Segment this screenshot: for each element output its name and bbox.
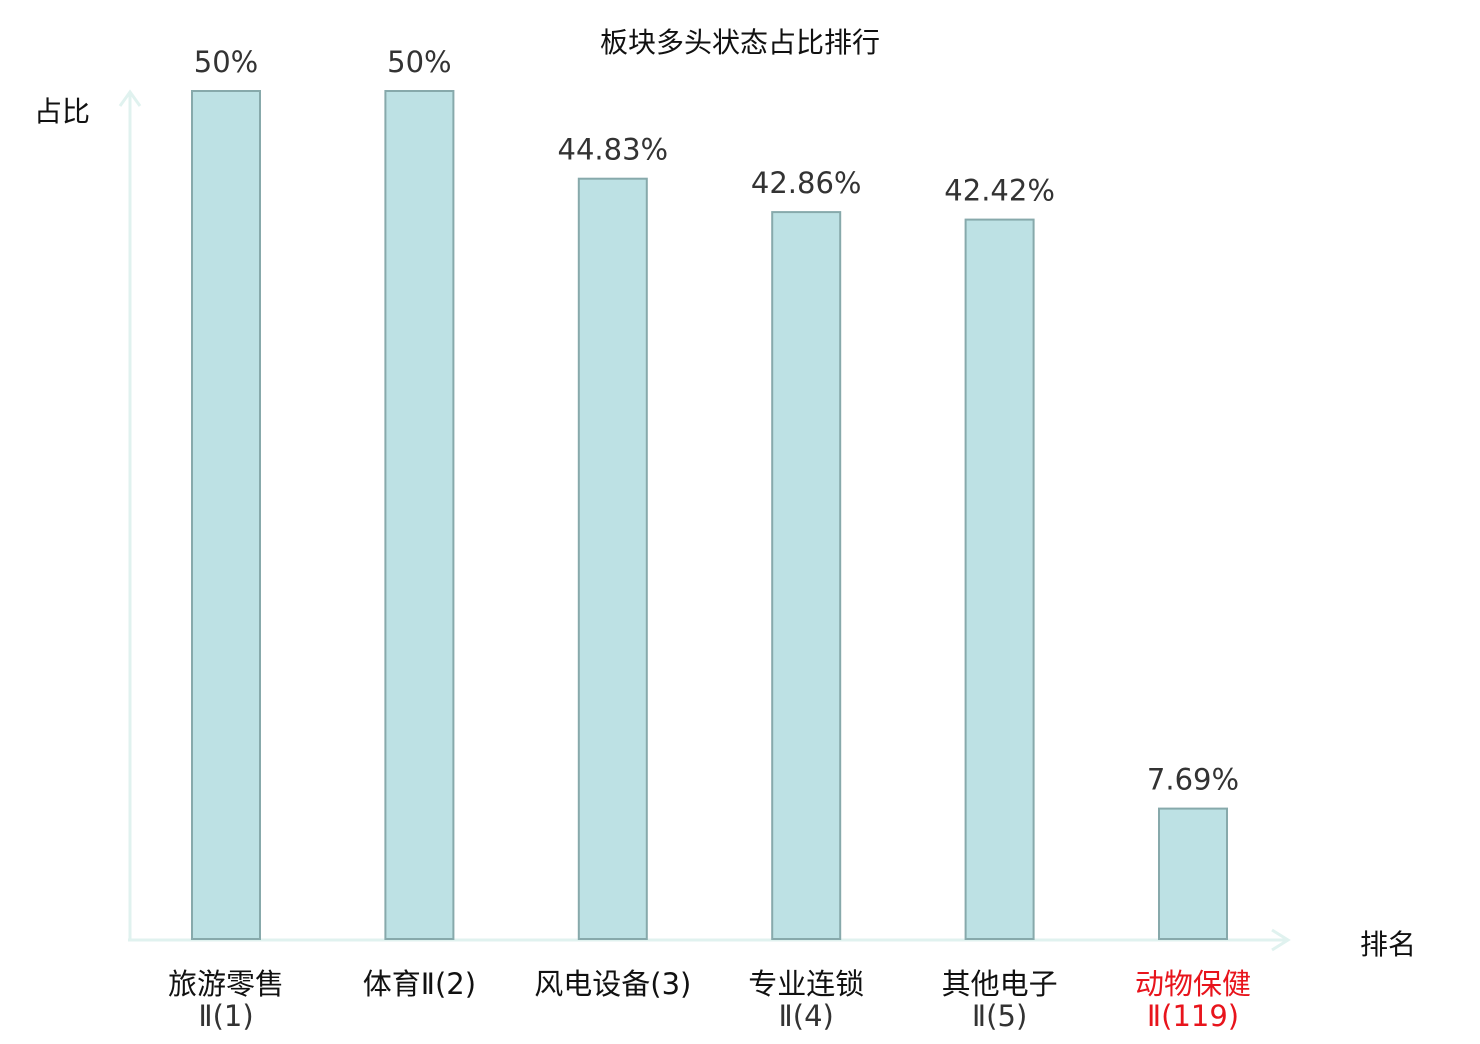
value-label-4: 42.86% [751,166,862,200]
x-axis [128,928,1291,952]
y-axis-label: 占比 [34,95,90,128]
value-label-3: 44.83% [558,133,669,167]
bar-1 [191,90,261,940]
category-label-5: 其他电子 [942,967,1058,1001]
category-label-3: 风电设备(3) [534,967,691,1001]
category-label-1: 旅游零售 [168,967,284,1001]
category-label-6: 动物保健 [1135,967,1251,1001]
category-label-5-line2: Ⅱ(5) [972,999,1027,1033]
value-label-6: 7.69% [1147,763,1239,797]
bar-2 [384,90,455,940]
bar-5 [964,218,1035,941]
x-axis-label: 排名 [1360,928,1416,961]
bars [191,90,1228,941]
category-label-4-line2: Ⅱ(4) [779,999,834,1033]
category-label-1-line2: Ⅱ(1) [198,999,253,1033]
x-axis-arrowhead [1271,928,1291,952]
value-label-1: 50% [194,45,258,79]
y-axis [118,89,142,940]
category-label-6-line2: Ⅱ(119) [1147,999,1239,1033]
category-label-2: 体育Ⅱ(2) [363,967,476,1001]
value-label-2: 50% [387,45,451,79]
bar-6 [1158,807,1228,940]
chart-title: 板块多头状态占比排行 [600,26,880,59]
bar-3 [577,177,648,940]
category-label-4: 专业连锁 [748,967,864,1001]
value-labels: 50% 50% 44.83% 42.86% 42.42% 7.69% [194,45,1239,797]
value-label-5: 42.42% [944,174,1055,208]
y-axis-arrowhead [118,89,142,107]
bar-4 [771,211,842,941]
